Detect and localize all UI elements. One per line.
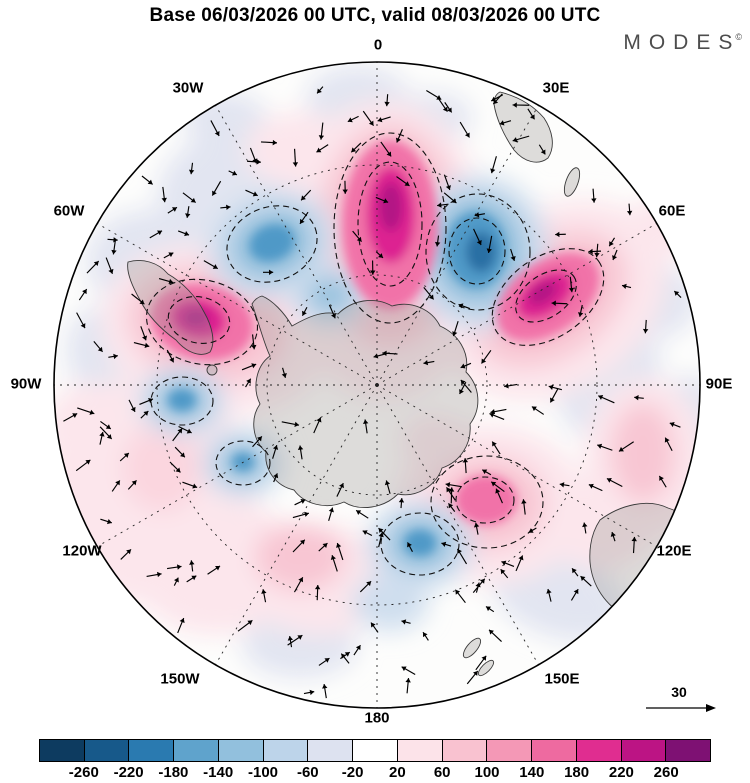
colorbar-cell [575,740,621,761]
colorbar-cell [217,740,263,761]
colorbar-tick-label: -20 [341,764,364,781]
lon-label-90w: 90W [10,375,42,393]
colorbar-ticks: -260 -220 -180 -140 -100 -60 -20 20 60 100 140 180 2… [39,764,711,783]
lon-label-180: 180 [364,709,390,727]
colorbar-cell [441,740,487,761]
lon-label-30e: 30E [542,79,570,97]
colorbar-cell [665,740,711,761]
chart-title: Base 06/03/2026 00 UTC, valid 08/03/2026… [149,5,601,26]
colorbar-tick-label: 260 [653,764,679,781]
wind-vectors [63,86,682,699]
lon-label-60w: 60W [53,202,85,220]
colorbar-cell [396,740,442,761]
modes-logo-copyright: © [735,32,742,42]
colorbar-cell [40,740,84,761]
colorbar-cell [486,740,532,761]
colorbar-cell [83,740,129,761]
colorbar-tick-label: -140 [203,764,234,781]
colorbar [39,739,711,762]
antarctica-coastline [251,295,479,509]
madagascar [563,167,581,197]
colorbar-cell [307,740,353,761]
lon-label-30w: 30W [172,79,204,97]
colorbar-tick-label: -220 [113,764,144,781]
lon-label-90e: 90E [705,375,733,393]
contour-lines [145,132,605,576]
graticule [54,62,700,708]
reference-arrow-label: 30 [671,684,687,700]
colorbar-cell [262,740,308,761]
new-zealand-south [477,659,495,677]
colorbar-cell [173,740,218,761]
colorbar-tick-label: -260 [68,764,99,781]
map-boundary [53,61,701,709]
colorbar-cell [128,740,174,761]
colorbar-tick-label: -180 [158,764,189,781]
colorbar-tick-label: 220 [608,764,634,781]
colorbar-tick-label: -100 [247,764,279,781]
lon-label-120e: 120E [656,542,692,560]
colorbar-cell [352,740,397,761]
colorbar-tick-label: 100 [474,764,500,781]
colorbar-tick-label: 20 [389,764,406,781]
colorbar-cell [531,740,576,761]
modes-logo: MODES© [623,31,742,55]
colorbar-tick-label: 180 [564,764,590,781]
lon-label-150w: 150W [160,670,200,688]
colorbar-tick-label: -60 [296,764,319,781]
reference-arrow: 30 [646,684,716,712]
colorbar-tick-label: 60 [433,764,451,781]
colorbar-tick-label: 140 [519,764,545,781]
island [206,364,218,376]
modes-logo-text: MODES [623,31,741,54]
lon-label-60e: 60E [658,202,686,220]
lon-label-150e: 150E [544,670,580,688]
lon-label-0: 0 [373,36,383,54]
new-zealand-north [462,637,482,659]
lon-label-120w: 120W [62,542,102,560]
tasmania [603,641,621,655]
colorbar-cell [620,740,666,761]
reference-arrow-head [706,704,716,712]
